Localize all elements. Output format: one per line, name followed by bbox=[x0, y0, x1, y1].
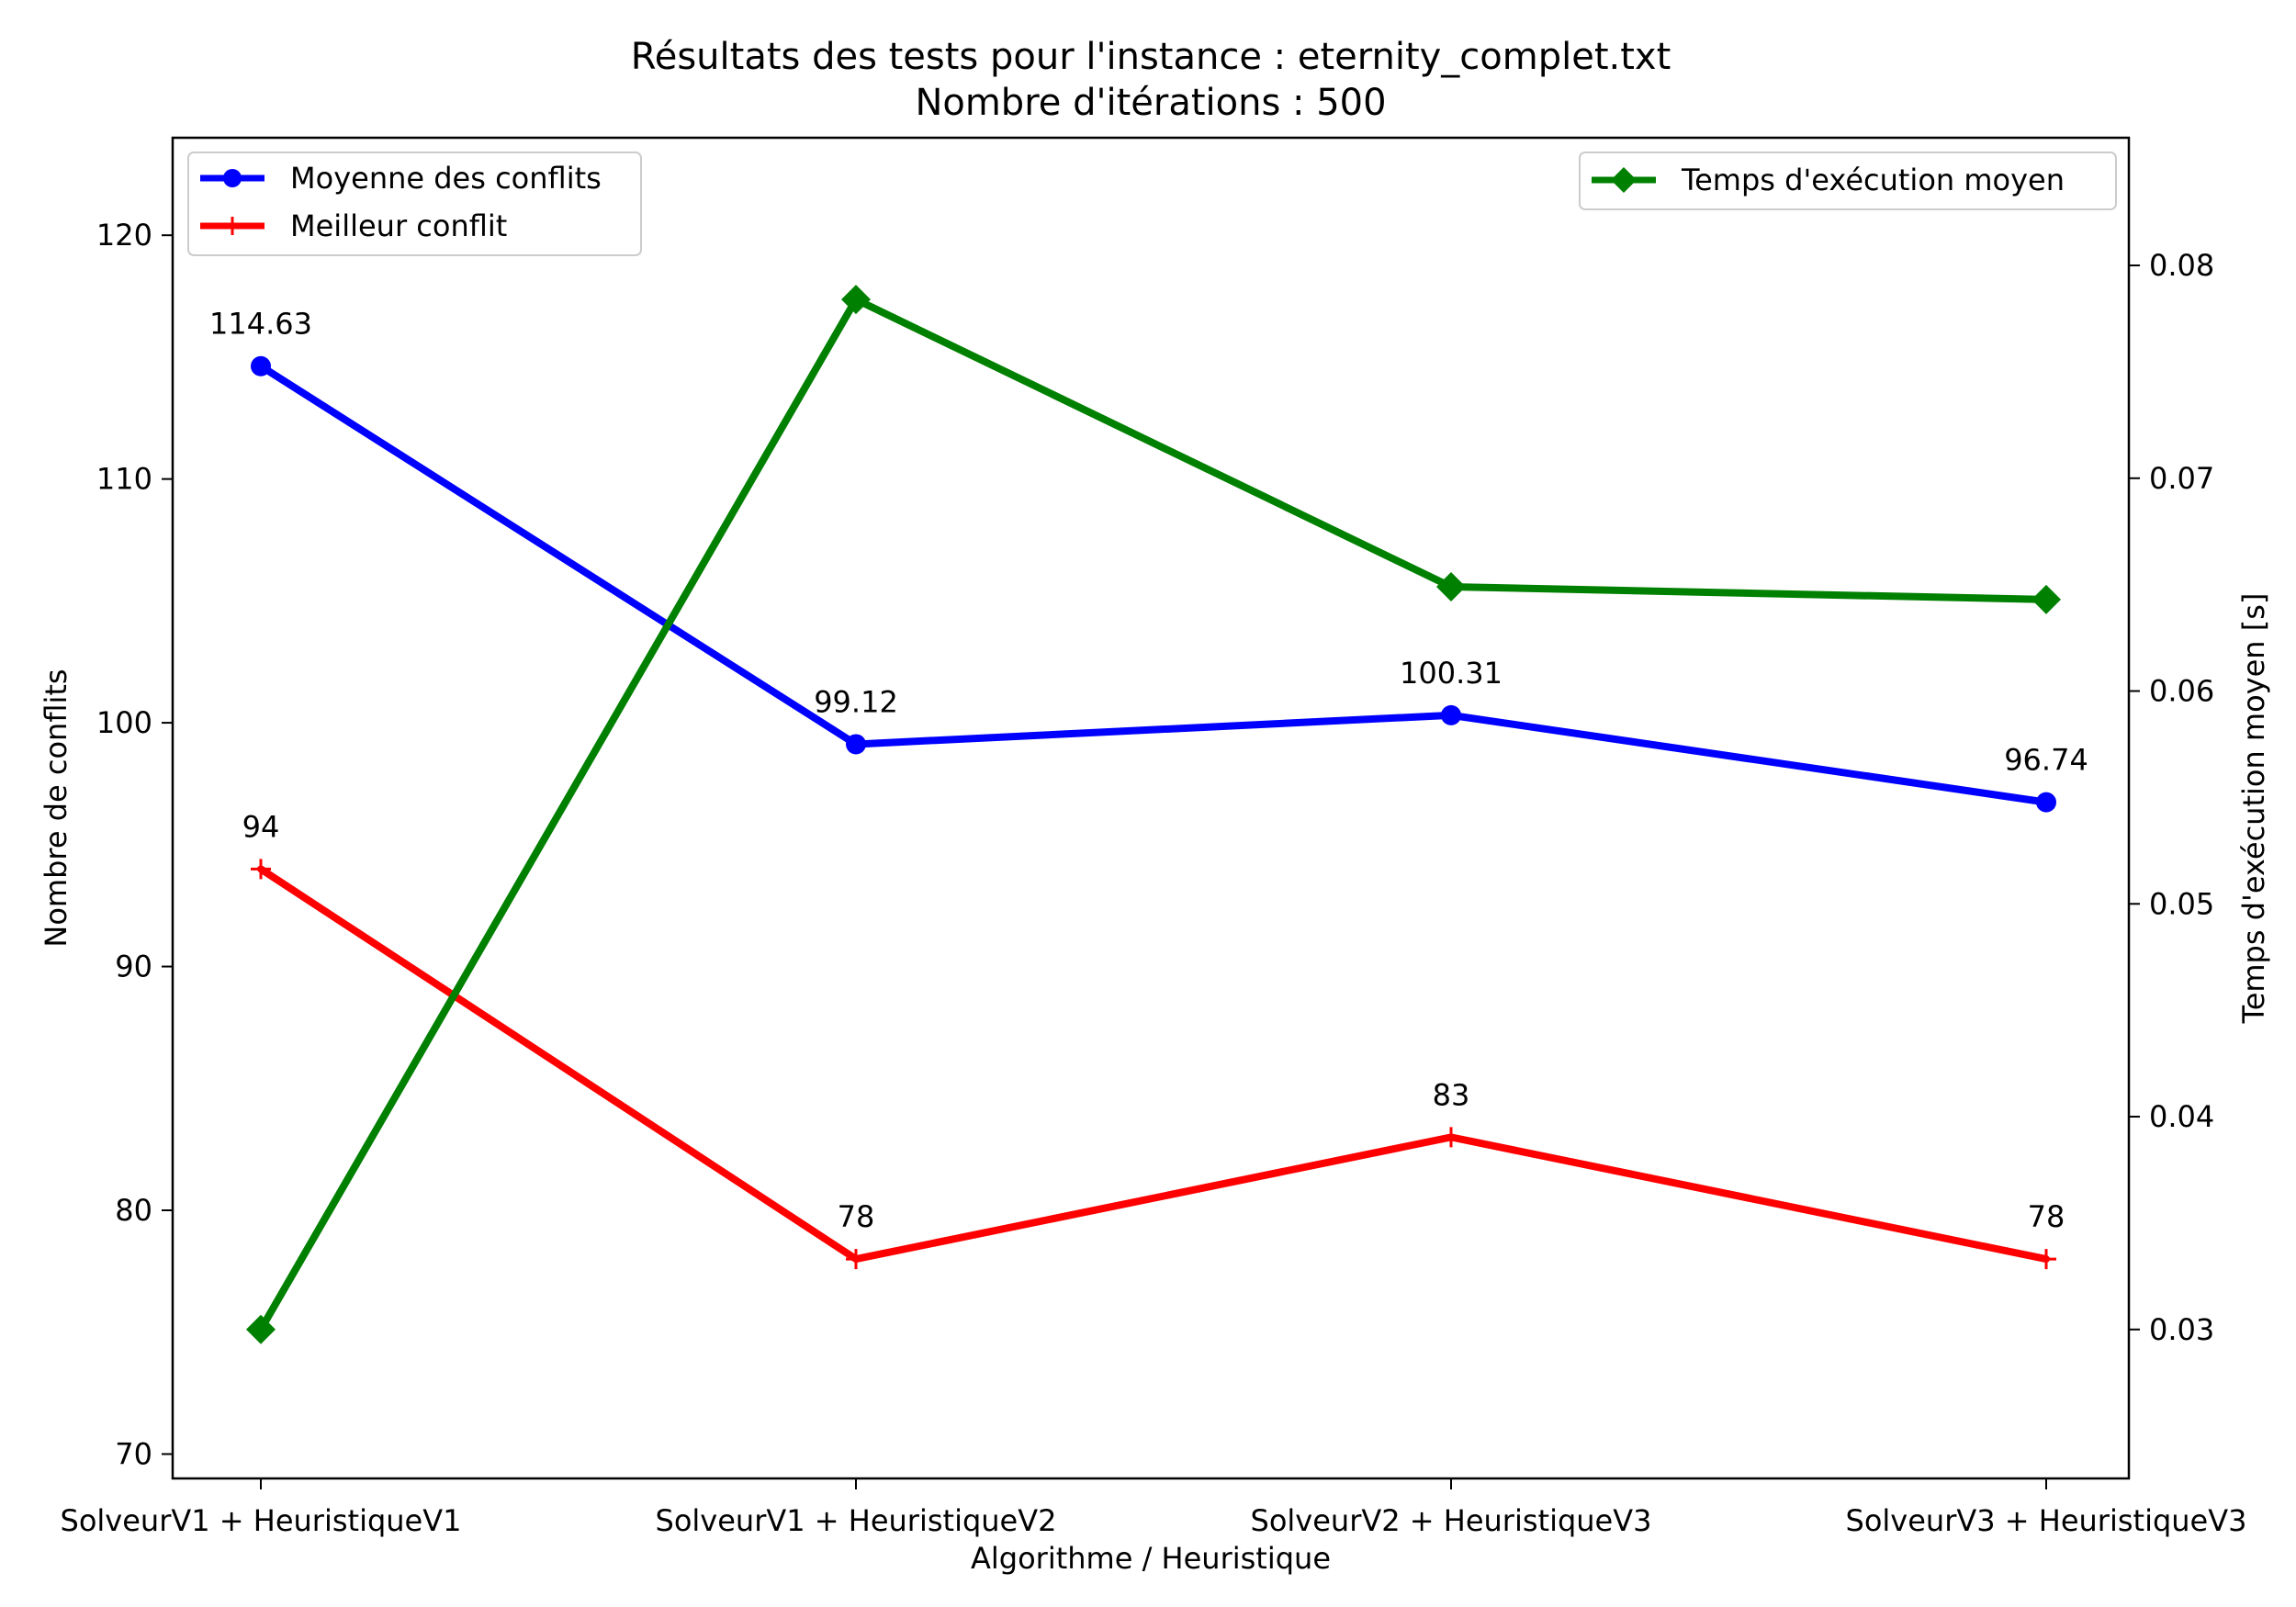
x-tick-label: SolveurV1 + HeuristiqueV2 bbox=[656, 1503, 1057, 1538]
series-line-2 bbox=[257, 296, 2050, 1333]
chart-title: Résultats des tests pour l'instance : et… bbox=[631, 36, 1671, 78]
data-point-best bbox=[1441, 1127, 1461, 1148]
y-right-tick-label: 0.05 bbox=[2149, 886, 2214, 921]
data-point-mean bbox=[846, 734, 866, 755]
data-label: 83 bbox=[1433, 1077, 1470, 1112]
series-line-0 bbox=[257, 362, 2050, 806]
legend-marker-mean bbox=[223, 169, 242, 187]
legend-label-best: Meilleur conflit bbox=[290, 208, 507, 243]
y-left-tick-label: 110 bbox=[96, 462, 152, 497]
x-tick-label: SolveurV1 + HeuristiqueV1 bbox=[61, 1503, 462, 1538]
chart-subtitle: Nombre d'itérations : 500 bbox=[915, 82, 1386, 124]
data-label: 96.74 bbox=[2004, 743, 2088, 778]
data-layer: 114.63 99.12 100.31 96.74 94 78 83 78 bbox=[209, 285, 2088, 1344]
data-point-mean bbox=[1441, 704, 1461, 725]
data-label: 94 bbox=[242, 809, 280, 844]
data-point-time bbox=[246, 1314, 276, 1344]
legend-left: Moyenne des conflits Meilleur conflit bbox=[187, 152, 642, 256]
y-right-tick-label: 0.03 bbox=[2149, 1312, 2214, 1347]
legend-label-mean: Moyenne des conflits bbox=[290, 161, 602, 196]
legend-right: Temps d'exécution moyen bbox=[1579, 152, 2117, 210]
legend-right-frame bbox=[1579, 152, 2117, 210]
series-line-1 bbox=[257, 865, 2050, 1264]
x-tick-label: SolveurV2 + HeuristiqueV3 bbox=[1251, 1503, 1652, 1538]
y-left-tick-label: 100 bbox=[96, 705, 152, 740]
y-left-tick-label: 80 bbox=[115, 1193, 152, 1228]
y-left-tick-label: 70 bbox=[115, 1436, 152, 1471]
data-label: 114.63 bbox=[209, 307, 312, 342]
data-point-mean bbox=[251, 355, 271, 376]
data-point-best bbox=[846, 1249, 866, 1270]
y-right-tick-label: 0.08 bbox=[2149, 248, 2214, 283]
data-point-mean bbox=[2036, 792, 2056, 813]
legend-left-frame bbox=[187, 152, 642, 256]
data-label: 78 bbox=[838, 1199, 875, 1234]
data-label: 78 bbox=[2028, 1199, 2065, 1234]
y-right-tick-label: 0.04 bbox=[2149, 1099, 2214, 1134]
data-label: 100.31 bbox=[1400, 656, 1503, 691]
data-point-best bbox=[251, 859, 271, 880]
x-axis-label: Algorithme / Heuristique bbox=[971, 1541, 1331, 1576]
plot-frame bbox=[171, 136, 2131, 1480]
legend-label-time: Temps d'exécution moyen bbox=[1681, 163, 2065, 197]
data-point-time bbox=[1436, 571, 1466, 601]
y-right-tick-label: 0.07 bbox=[2149, 461, 2214, 496]
axes-layer: SolveurV1 + HeuristiqueV1 SolveurV1 + Heu… bbox=[61, 136, 2247, 1538]
y-axis-right-label: Temps d'exécution moyen [s] bbox=[2236, 593, 2271, 1025]
y-right-tick-label: 0.06 bbox=[2149, 674, 2214, 709]
legend-marker-time bbox=[1611, 167, 1637, 193]
y-left-tick-label: 120 bbox=[96, 218, 152, 253]
legend-marker-best bbox=[223, 217, 242, 235]
data-label: 99.12 bbox=[814, 684, 898, 719]
y-left-tick-label: 90 bbox=[115, 950, 152, 984]
data-point-best bbox=[2036, 1249, 2056, 1270]
data-point-time bbox=[2032, 584, 2061, 614]
data-point-time bbox=[841, 285, 871, 315]
x-tick-label: SolveurV3 + HeuristiqueV3 bbox=[1846, 1503, 2247, 1538]
y-axis-left-label: Nombre de conflits bbox=[39, 669, 73, 947]
